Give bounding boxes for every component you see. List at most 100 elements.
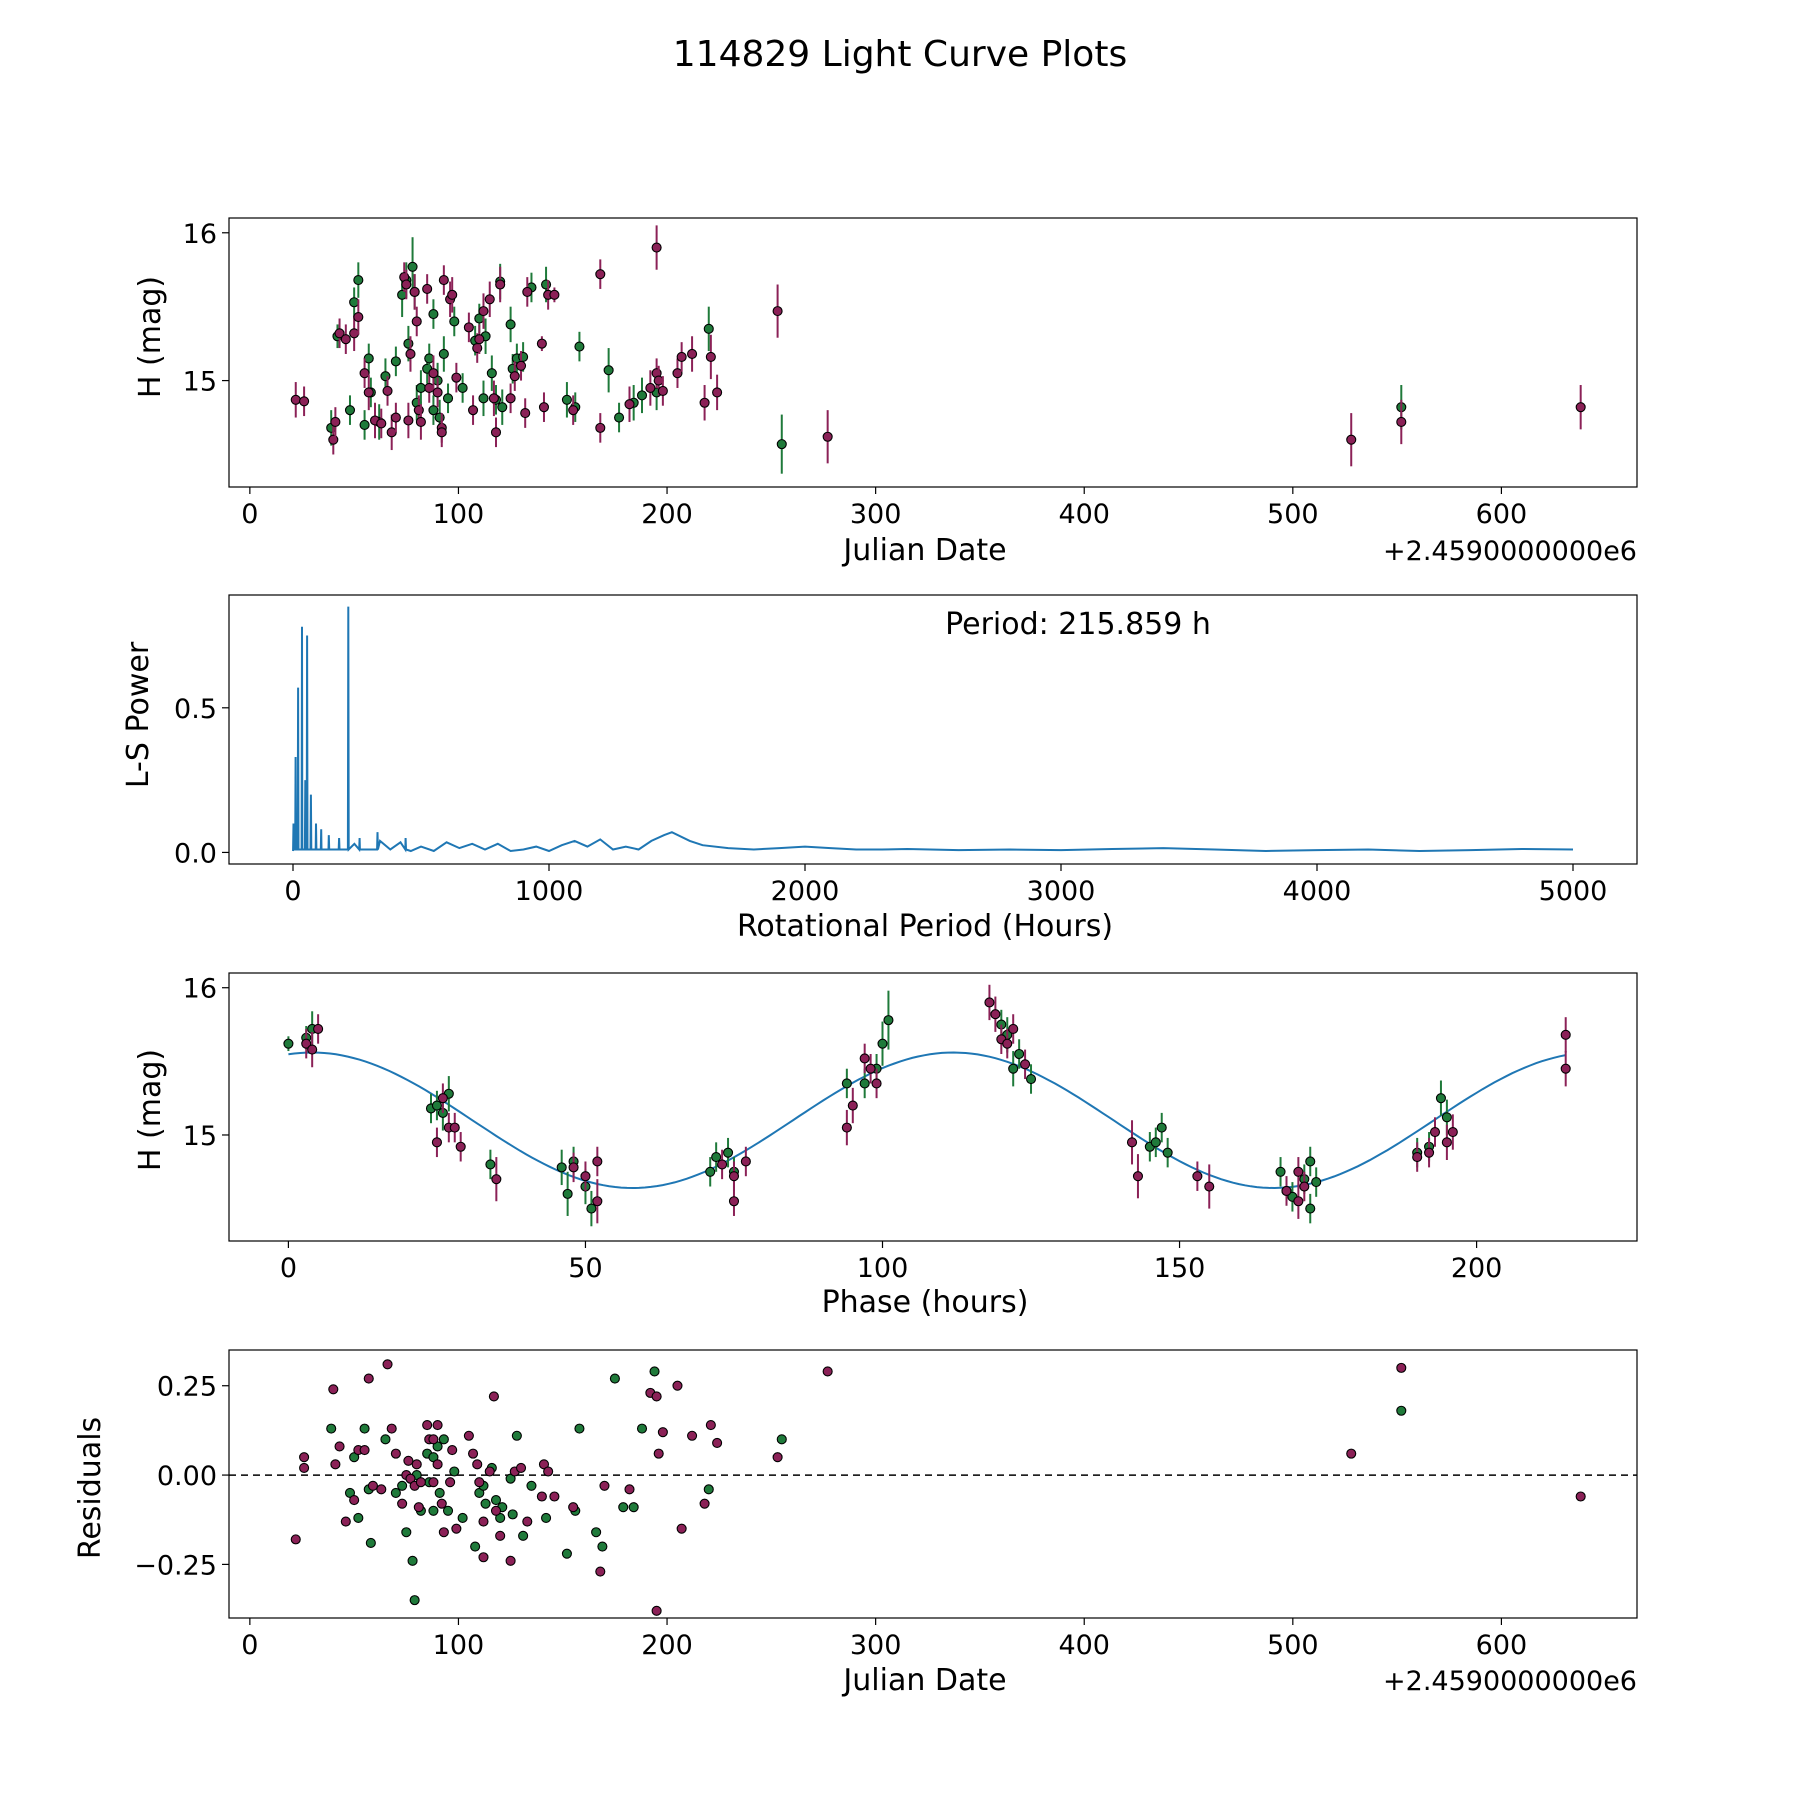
r-data-point [411, 316, 422, 327]
r-data-point [422, 283, 433, 294]
r-data-point [328, 1384, 339, 1395]
r-data-point [451, 372, 462, 383]
g-data-point [349, 297, 360, 308]
g-data-point [603, 365, 614, 376]
g-data-point [556, 1162, 567, 1173]
g-data-point [511, 1430, 522, 1441]
r-data-point [592, 1156, 603, 1167]
r-data-point [847, 1100, 858, 1111]
g-data-point [859, 1078, 870, 1089]
g-data-point [1441, 1112, 1452, 1123]
ls-power-line [292, 606, 1574, 853]
r-data-point [1192, 1171, 1203, 1182]
g-data-point [1014, 1048, 1025, 1060]
x-tick-label: 600 [1476, 499, 1528, 530]
g-data-point [403, 338, 414, 349]
r-data-point [705, 1419, 716, 1431]
r-data-point [495, 1530, 506, 1541]
g-data-point [1150, 1137, 1161, 1148]
r-data-point [871, 1078, 882, 1089]
x-tick-label: 50 [568, 1253, 602, 1284]
light-curve-axes: 0 100 200 300 400 500 600 15 16 [183, 217, 1638, 530]
r-data-point [1412, 1152, 1423, 1163]
x-tick-label: 2000 [771, 876, 840, 907]
periodogram-marks [292, 606, 1574, 853]
r-data-point [438, 275, 449, 286]
r-data-point [1575, 402, 1586, 413]
phase-fold-axes: 0 50 100 150 200 15 16 [183, 972, 1638, 1284]
x-tick-label: 500 [1267, 1630, 1319, 1661]
g-data-point [722, 1147, 734, 1158]
r-data-point [645, 382, 656, 394]
r-data-point [859, 1053, 870, 1064]
g-data-point [490, 1495, 502, 1506]
r-data-point [772, 1452, 783, 1463]
r-data-point [437, 1093, 448, 1104]
g-data-point [1311, 1177, 1322, 1188]
r-data-point [432, 1419, 443, 1431]
r-data-point [624, 399, 635, 410]
g-data-point [1275, 1166, 1286, 1177]
g-data-point [636, 390, 648, 401]
r-data-point [549, 289, 560, 300]
r-data-point [359, 1445, 370, 1456]
g-data-point [457, 382, 468, 394]
r-data-point [409, 286, 420, 297]
g-data-point [359, 419, 370, 430]
r-data-point [1396, 1362, 1407, 1373]
x-tick-label: 0 [241, 499, 258, 530]
g-data-point [283, 1038, 294, 1049]
periodogram-x-axis-label: Rotational Period (Hours) [737, 909, 1113, 944]
r-data-point [436, 1498, 447, 1509]
g-data-point [1162, 1147, 1173, 1158]
r-data-point [538, 402, 550, 413]
r-data-point [1396, 416, 1407, 428]
r-data-point [536, 1491, 547, 1502]
x-tick-label: 1000 [515, 876, 584, 907]
g-data-point [586, 1203, 597, 1214]
r-data-point [822, 431, 833, 442]
g-data-point [486, 368, 497, 379]
g-data-point [505, 319, 516, 330]
r-data-point [822, 1366, 833, 1377]
r-data-point [672, 1380, 683, 1391]
r-data-point [403, 1455, 414, 1466]
g-data-point [478, 393, 489, 404]
g-data-point [449, 316, 460, 327]
r-data-point [1299, 1181, 1310, 1192]
r-data-point [543, 1466, 554, 1477]
x-tick-label: 200 [641, 1630, 693, 1661]
residuals-x-axis-label: Julian Date [841, 1663, 1006, 1698]
r-data-point [653, 375, 664, 386]
g-data-point [776, 439, 787, 450]
r-data-point [376, 418, 387, 429]
r-data-point [405, 348, 416, 360]
r-data-point [568, 1162, 579, 1173]
r-data-point [413, 405, 424, 416]
r-data-point [1293, 1166, 1304, 1177]
r-data-point [1560, 1063, 1571, 1074]
g-data-point [359, 1423, 370, 1434]
g-data-point [442, 393, 454, 404]
periodogram-axes: 0 1000 2000 3000 4000 5000 0.0 0.5 [174, 594, 1638, 907]
g-data-point [609, 1373, 620, 1384]
r-data-point [463, 322, 474, 333]
phase-fold-marks [283, 984, 1571, 1227]
y-tick-label: 0.25 [157, 1372, 217, 1403]
x-tick-label: 400 [1058, 1630, 1110, 1661]
r-data-point [488, 393, 499, 404]
g-data-point [407, 1555, 418, 1566]
r-data-point [363, 387, 374, 398]
y-tick-label: 16 [183, 219, 217, 250]
r-data-point [422, 1419, 433, 1431]
y-tick-label: 0.00 [157, 1461, 217, 1492]
r-data-point [478, 1552, 489, 1563]
r-data-point [474, 1477, 485, 1488]
r-data-point [1441, 1137, 1452, 1148]
r-data-point [455, 1141, 466, 1152]
x-tick-label: 200 [1451, 1253, 1503, 1284]
g-data-point [562, 1188, 573, 1199]
g-data-point [1305, 1203, 1316, 1214]
residuals-panel: 0 100 200 300 400 500 600 0.25 0.00 −0.25 Julian … [73, 1349, 1638, 1698]
